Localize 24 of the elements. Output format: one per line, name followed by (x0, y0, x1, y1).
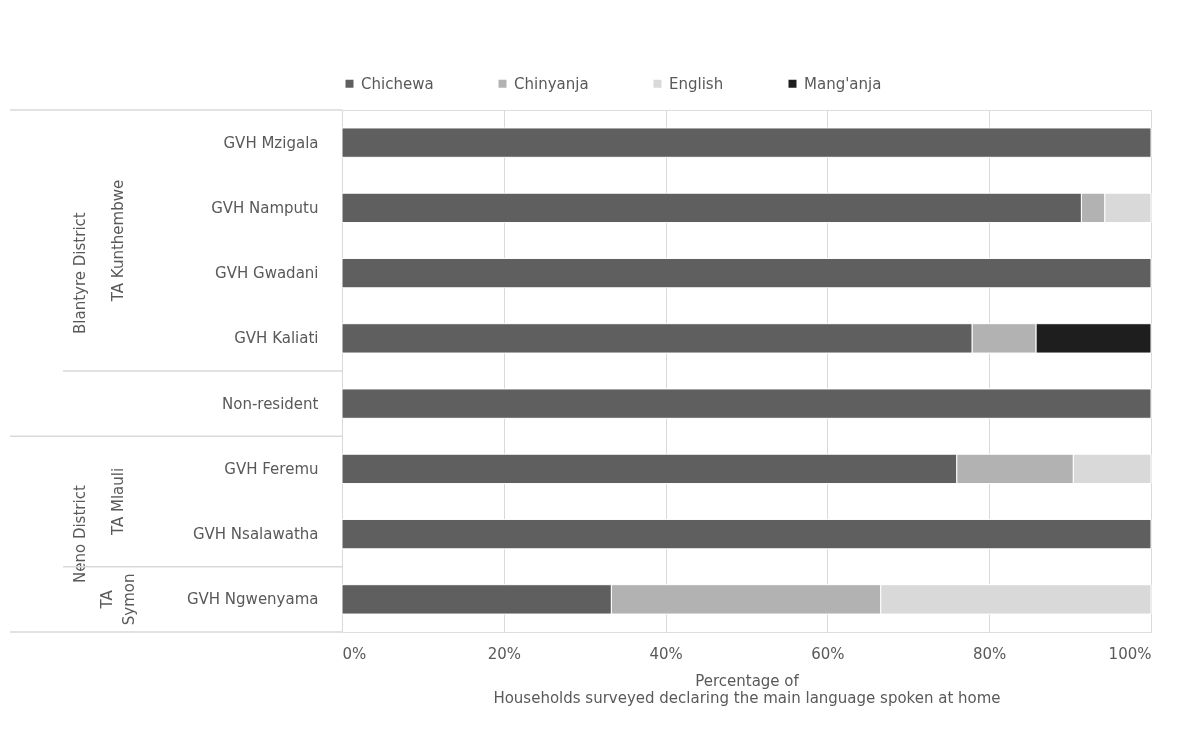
y-tick-label: GVH Ngwenyama (186, 590, 319, 609)
y-tick-label: GVH Kaliati (234, 329, 319, 348)
text: TA Kunthembwe (109, 179, 127, 303)
legend-label: English (669, 74, 724, 93)
y-tick-label: GVH Namputu (211, 198, 319, 217)
y-tick-label: GVH Gwadani (215, 264, 319, 283)
legend-label: Chichewa (361, 74, 434, 93)
text: TA Symon (98, 573, 138, 626)
y-tick-label: Non-resident (221, 394, 319, 413)
text: Blantyre District (71, 212, 89, 334)
x-tick-label: 0% (342, 644, 367, 663)
text: Neno District (71, 485, 89, 584)
x-axis-title: Percentage of Households surveyed declaring the main language spoken at home (493, 671, 1001, 707)
legend-label: Mang'anja (804, 74, 882, 93)
legend-label: Chinyanja (514, 74, 589, 93)
y-tick-label: GVH Feremu (224, 459, 319, 478)
y-tick-label: GVH Mzigala (223, 133, 319, 152)
x-tick-label: 100% (1108, 644, 1152, 663)
y-tick-label: GVH Nsalawatha (192, 525, 319, 544)
x-tick-label: 40% (649, 644, 683, 663)
x-tick-label: 60% (811, 644, 845, 663)
text: TA Mlauli (109, 467, 127, 537)
x-tick-label: 80% (973, 644, 1007, 663)
x-tick-label: 20% (487, 644, 521, 663)
